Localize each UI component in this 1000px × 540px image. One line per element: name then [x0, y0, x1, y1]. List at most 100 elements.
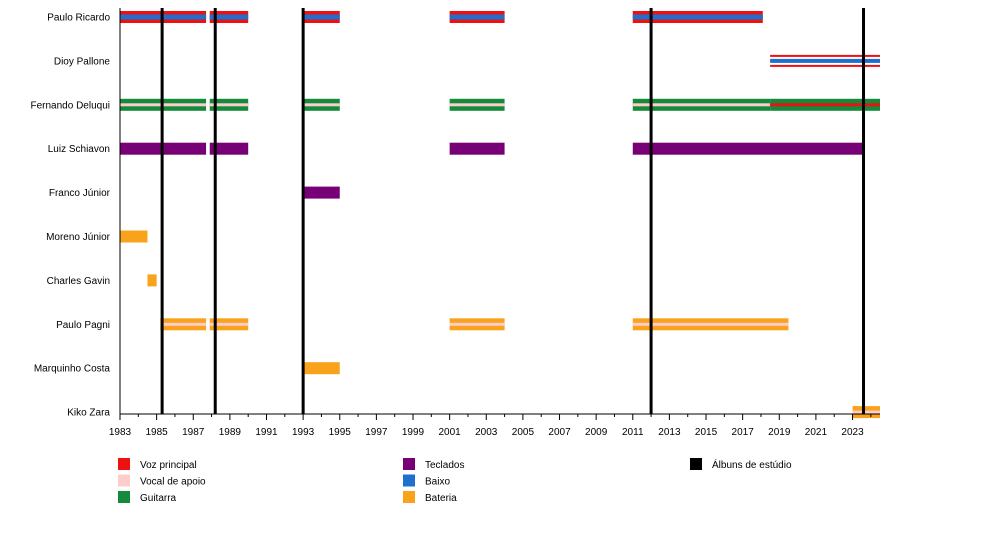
legend-item: Guitarra [118, 491, 177, 504]
bar-secondary-stripe [632, 322, 789, 326]
member-labels: Paulo Ricardo Dioy Pallone Fernando Deluqu… [31, 13, 111, 419]
legend-item: Teclados [403, 458, 464, 471]
bar-secondary-stripe [209, 14, 249, 20]
legend-label: Baixo [425, 477, 450, 488]
member-label: Luiz Schiavon [48, 144, 110, 155]
legend-item: Voz principal [118, 458, 197, 471]
member-bar [209, 98, 249, 111]
bar-primary [449, 142, 505, 155]
member-bar [120, 230, 148, 243]
x-tick-label: 2021 [805, 427, 828, 438]
member-bar [209, 11, 249, 23]
legend-item: Bateria [403, 491, 457, 504]
member-bar [303, 11, 340, 23]
legend-label: Teclados [425, 460, 464, 471]
legend-swatch [403, 491, 415, 503]
album-lines [160, 8, 866, 414]
x-tick-label: 2003 [475, 427, 498, 438]
legend-label: Vocal de apoio [140, 477, 206, 488]
member-bar [770, 98, 880, 111]
bar-secondary-stripe [632, 14, 763, 20]
member-bar [449, 142, 505, 155]
x-tick-label: 2009 [585, 427, 608, 438]
member-label: Franco Júnior [49, 188, 111, 199]
legend: Voz principal Vocal de apoio Guitarra Tecla… [118, 458, 792, 504]
member-label: Kiko Zara [67, 408, 110, 419]
bar-primary [147, 274, 157, 287]
x-tick-label: 1995 [329, 427, 352, 438]
x-tick-label: 1999 [402, 427, 425, 438]
bar-secondary-stripe [852, 410, 880, 414]
legend-item: Baixo [403, 474, 450, 488]
legend-swatch [118, 474, 130, 487]
bar-center [770, 58, 880, 63]
member-label: Moreno Júnior [46, 232, 111, 243]
bar-secondary-stripe [449, 103, 505, 107]
member-bar [852, 406, 880, 419]
member-bar [209, 142, 249, 155]
bar-primary [120, 230, 148, 243]
x-tick-label: 2001 [439, 427, 462, 438]
legend-label: Voz principal [140, 460, 197, 471]
member-bar [160, 318, 207, 331]
x-tick-label: 2013 [658, 427, 681, 438]
legend-swatch [118, 458, 130, 470]
bar-secondary-stripe [303, 103, 340, 107]
legend-swatch [690, 458, 702, 470]
bar-edge-bottom [770, 64, 880, 67]
member-bar [632, 98, 771, 111]
bar-secondary-stripe [632, 103, 771, 107]
bar-primary [209, 142, 249, 155]
bar-secondary-stripe [160, 322, 207, 326]
x-tick-label: 2017 [732, 427, 755, 438]
bar-secondary-stripe [209, 322, 249, 326]
member-label: Marquinho Costa [34, 364, 111, 375]
legend-swatch [403, 458, 415, 470]
bar-primary [632, 142, 864, 155]
member-bar [303, 362, 340, 375]
x-tick-label: 2023 [841, 427, 864, 438]
x-tick-label: 2011 [622, 427, 644, 438]
x-tick-label: 2015 [695, 427, 718, 438]
member-bar [449, 11, 505, 23]
bar-secondary-stripe [449, 322, 505, 326]
member-label: Paulo Pagni [56, 320, 110, 331]
x-tick-label: 1991 [255, 427, 278, 438]
bar-secondary-stripe [770, 103, 880, 107]
member-label: Charles Gavin [47, 276, 110, 287]
legend-swatch [403, 474, 415, 487]
x-tick-label: 2019 [768, 427, 791, 438]
bar-primary [303, 362, 340, 375]
axes: 1983 1985 1987 1989 1991 1993 1995 1997 1999 2001… [109, 8, 880, 438]
member-label: Fernando Deluqui [31, 100, 111, 111]
x-tick-label: 1997 [365, 427, 388, 438]
bar-secondary-stripe [209, 103, 249, 107]
bar-secondary-stripe [303, 14, 340, 20]
member-label: Paulo Ricardo [47, 13, 110, 24]
member-bar [770, 54, 880, 67]
bar-edge-top [770, 54, 880, 57]
x-tick-label: 1989 [219, 427, 242, 438]
x-tick-label: 1983 [109, 427, 132, 438]
member-bars [120, 11, 880, 419]
member-bar [449, 318, 505, 331]
legend-label: Bateria [425, 493, 457, 504]
member-bar [449, 98, 505, 111]
member-bar [632, 318, 789, 331]
member-bar [632, 11, 763, 23]
legend-label: Álbuns de estúdio [712, 458, 792, 471]
x-tick-label: 1987 [182, 427, 205, 438]
member-label: Dioy Pallone [54, 56, 111, 67]
member-bar [147, 274, 157, 287]
legend-swatch [118, 491, 130, 503]
x-tick-label: 1985 [146, 427, 169, 438]
x-tick-label: 2005 [512, 427, 535, 438]
member-bar [632, 142, 864, 155]
legend-item: Álbuns de estúdio [690, 458, 792, 471]
legend-label: Guitarra [140, 493, 177, 504]
x-tick-label: 2007 [548, 427, 571, 438]
member-bar [303, 186, 340, 199]
bar-primary [303, 186, 340, 199]
bar-secondary-stripe [449, 14, 505, 20]
